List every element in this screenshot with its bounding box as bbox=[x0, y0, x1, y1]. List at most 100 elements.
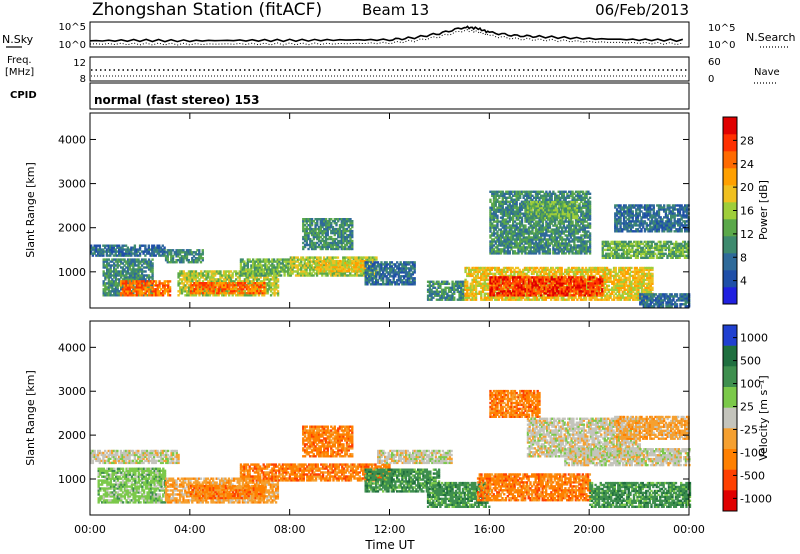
heatmap-cell bbox=[116, 278, 119, 281]
heatmap-cell bbox=[160, 282, 163, 285]
heatmap-cell bbox=[278, 258, 281, 261]
heatmap-cell bbox=[261, 289, 264, 293]
heatmap-cell bbox=[178, 249, 182, 252]
heatmap-cell bbox=[251, 284, 254, 287]
heatmap-cell bbox=[207, 270, 210, 273]
heatmap-cell bbox=[275, 280, 278, 283]
heatmap-cell bbox=[137, 270, 140, 273]
heatmap-cell bbox=[116, 254, 119, 257]
heatmap-cell bbox=[109, 276, 112, 279]
heatmap-cell bbox=[106, 288, 109, 291]
heatmap-cell bbox=[154, 292, 158, 295]
heatmap-cell bbox=[196, 280, 199, 283]
heatmap-cell bbox=[107, 286, 111, 289]
heatmap-cell bbox=[149, 268, 153, 271]
heatmap-cell bbox=[191, 253, 194, 256]
heatmap-cell bbox=[135, 284, 139, 287]
heatmap-cell bbox=[289, 272, 293, 275]
heatmap-cell bbox=[135, 264, 139, 267]
heatmap-cell bbox=[233, 285, 236, 289]
heatmap-cell bbox=[196, 291, 200, 295]
heatmap-cell bbox=[275, 286, 278, 289]
heatmap-cell bbox=[185, 251, 189, 254]
heatmap-cell bbox=[102, 292, 105, 295]
heatmap-cell bbox=[180, 278, 184, 281]
heatmap-cell bbox=[243, 278, 247, 281]
heatmap-cell bbox=[111, 260, 114, 263]
heatmap-cell bbox=[189, 280, 192, 283]
heatmap-cell bbox=[189, 294, 192, 297]
heatmap-cell bbox=[132, 284, 135, 287]
heatmap-cell bbox=[252, 290, 255, 293]
heatmap-cell bbox=[303, 262, 306, 265]
heatmap-cell bbox=[205, 287, 208, 291]
heatmap-cell bbox=[239, 260, 243, 263]
heatmap-cell bbox=[335, 256, 338, 259]
heatmap-cell bbox=[215, 284, 219, 287]
heatmap-cell bbox=[135, 248, 138, 251]
heatmap-cell bbox=[238, 280, 241, 283]
heatmap-cell bbox=[205, 274, 208, 277]
heatmap-cell bbox=[260, 266, 264, 269]
heatmap-cell bbox=[106, 260, 109, 263]
heatmap-cell bbox=[269, 294, 273, 297]
heatmap-cell bbox=[238, 282, 242, 285]
heatmap-cell bbox=[167, 290, 170, 293]
heatmap-cell bbox=[125, 284, 128, 287]
heatmap-cell bbox=[105, 248, 109, 251]
heatmap-cell bbox=[177, 251, 180, 254]
heatmap-cell bbox=[286, 262, 290, 265]
heatmap-cell bbox=[185, 255, 189, 258]
heatmap-cell bbox=[246, 264, 250, 267]
heatmap-cell bbox=[275, 292, 278, 295]
heatmap-cell bbox=[130, 264, 133, 267]
heatmap-cell bbox=[132, 276, 135, 279]
heatmap-cell bbox=[274, 272, 278, 275]
heatmap-cell bbox=[121, 262, 125, 265]
heatmap-cell bbox=[228, 272, 231, 275]
heatmap-cell bbox=[120, 274, 123, 277]
heatmap-cell bbox=[91, 248, 95, 251]
heatmap-cell bbox=[224, 285, 228, 289]
heatmap-cell bbox=[242, 290, 245, 293]
heatmap-cell bbox=[343, 256, 347, 259]
heatmap-cell bbox=[272, 272, 276, 275]
heatmap-cell bbox=[140, 284, 144, 287]
heatmap-cell bbox=[126, 246, 130, 249]
heatmap-cell bbox=[196, 282, 200, 285]
heatmap-cell bbox=[118, 248, 121, 251]
heatmap-cell bbox=[294, 264, 298, 267]
heatmap-cell bbox=[298, 268, 301, 271]
heatmap-cell bbox=[413, 261, 416, 264]
heatmap-cell bbox=[255, 272, 258, 275]
heatmap-cell bbox=[116, 292, 119, 295]
heatmap-cell bbox=[210, 280, 213, 283]
heatmap-cell bbox=[267, 260, 271, 263]
heatmap-cell bbox=[256, 291, 259, 295]
heatmap-cell bbox=[139, 288, 142, 291]
heatmap-cell bbox=[296, 260, 300, 263]
heatmap-cell bbox=[140, 290, 144, 293]
heatmap-cell bbox=[116, 260, 119, 263]
heatmap-cell bbox=[308, 274, 312, 277]
heatmap-cell bbox=[267, 266, 271, 269]
heatmap-cell bbox=[264, 264, 267, 267]
heatmap-cell bbox=[193, 284, 196, 287]
heatmap-cell bbox=[139, 282, 142, 285]
heatmap-cell bbox=[307, 260, 310, 263]
heatmap-cell bbox=[135, 252, 138, 255]
heatmap-cell bbox=[305, 262, 308, 265]
heatmap-cell bbox=[203, 290, 206, 293]
heatmap-cell bbox=[242, 280, 245, 283]
heatmap-cell bbox=[123, 276, 126, 279]
heatmap-cell bbox=[235, 294, 238, 297]
heatmap-cell bbox=[180, 272, 184, 275]
heatmap-cell bbox=[149, 264, 153, 267]
heatmap-cell bbox=[202, 287, 205, 291]
heatmap-cell bbox=[111, 278, 114, 281]
heatmap-cell bbox=[651, 272, 654, 276]
heatmap-cell bbox=[180, 251, 183, 254]
heatmap-cell bbox=[166, 249, 169, 252]
heatmap-cell bbox=[219, 274, 222, 277]
heatmap-cell bbox=[278, 266, 281, 269]
